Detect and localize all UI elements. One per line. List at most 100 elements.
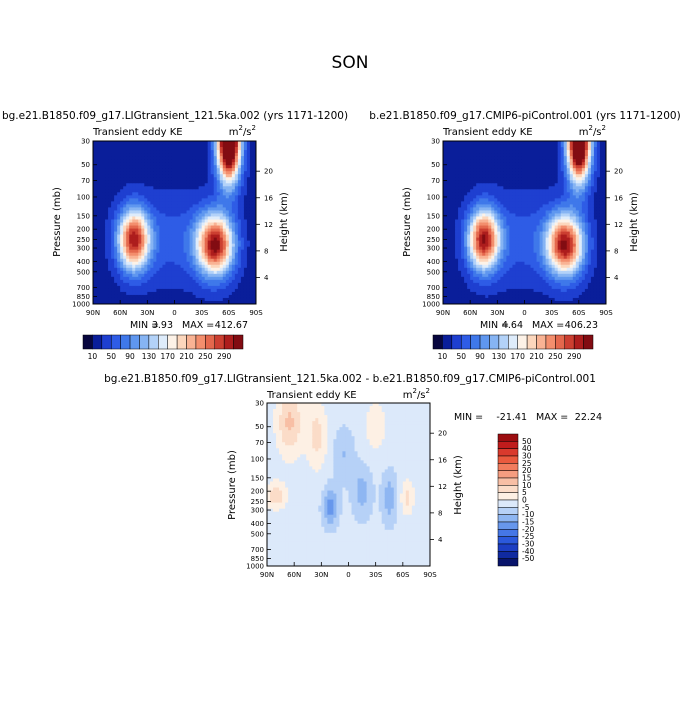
contour-cell	[238, 198, 241, 201]
contour-cell	[528, 174, 531, 177]
contour-cell	[175, 213, 178, 216]
contour-cell	[126, 183, 129, 186]
contour-cell	[473, 283, 476, 286]
contour-cell	[525, 195, 528, 198]
contour-cell	[494, 171, 497, 174]
contour-cell	[165, 204, 168, 207]
contour-cell	[165, 286, 168, 289]
contour-cell	[211, 241, 214, 244]
contour-cell	[141, 298, 144, 301]
contour-cell	[226, 265, 229, 268]
contour-cell	[132, 207, 135, 210]
contour-cell	[202, 204, 205, 207]
contour-cell	[235, 232, 238, 235]
contour-cell	[521, 144, 524, 147]
contour-cell	[150, 262, 153, 265]
contour-cell	[525, 232, 528, 235]
colorbar-label: 170	[161, 352, 176, 361]
contour-cell	[537, 256, 540, 259]
contour-cell	[540, 286, 543, 289]
contour-cell	[479, 189, 482, 192]
contour-cell	[93, 265, 96, 268]
contour-cell	[165, 186, 168, 189]
contour-cell	[144, 165, 147, 168]
contour-cell	[546, 165, 549, 168]
contour-cell	[93, 292, 96, 295]
contour-cell	[250, 286, 253, 289]
contour-cell	[512, 186, 515, 189]
contour-cell	[518, 150, 521, 153]
contour-cell	[525, 165, 528, 168]
contour-cell	[552, 207, 555, 210]
contour-cell	[126, 213, 129, 216]
contour-cell	[105, 180, 108, 183]
contour-cell	[546, 207, 549, 210]
contour-cell	[488, 289, 491, 292]
contour-cell	[120, 244, 123, 247]
contour-cell	[497, 286, 500, 289]
contour-cell	[528, 177, 531, 180]
contour-cell	[503, 283, 506, 286]
contour-cell	[138, 235, 141, 238]
contour-cell	[178, 265, 181, 268]
contour-cell	[190, 144, 193, 147]
contour-cell	[482, 144, 485, 147]
contour-cell	[223, 235, 226, 238]
contour-cell	[175, 198, 178, 201]
contour-cell	[108, 144, 111, 147]
contour-cell	[93, 165, 96, 168]
contour-cell	[159, 280, 162, 283]
contour-cell	[105, 232, 108, 235]
contour-cell	[537, 168, 540, 171]
contour-cell	[132, 223, 135, 226]
contour-cell	[509, 274, 512, 277]
contour-cell	[232, 189, 235, 192]
contour-cell	[214, 186, 217, 189]
contour-cell	[494, 174, 497, 177]
contour-cell	[105, 168, 108, 171]
contour-cell	[512, 147, 515, 150]
contour-cell	[503, 265, 506, 268]
contour-cell	[226, 180, 229, 183]
contour-cell	[120, 256, 123, 259]
contour-cell	[187, 268, 190, 271]
contour-cell	[144, 250, 147, 253]
contour-cell	[549, 283, 552, 286]
contour-cell	[470, 210, 473, 213]
contour-cell	[534, 198, 537, 201]
contour-cell	[232, 168, 235, 171]
contour-cell	[250, 147, 253, 150]
contour-cell	[99, 186, 102, 189]
contour-cell	[217, 247, 220, 250]
contour-cell	[238, 162, 241, 165]
contour-cell	[144, 247, 147, 250]
contour-cell	[479, 235, 482, 238]
contour-cell	[446, 253, 449, 256]
contour-cell	[482, 159, 485, 162]
contour-cell	[138, 153, 141, 156]
contour-cell	[181, 283, 184, 286]
contour-cell	[178, 226, 181, 229]
contour-cell	[552, 183, 555, 186]
contour-cell	[250, 247, 253, 250]
contour-cell	[202, 150, 205, 153]
contour-cell	[512, 219, 515, 222]
contour-cell	[214, 168, 217, 171]
contour-cell	[129, 235, 132, 238]
contour-cell	[509, 144, 512, 147]
contour-cell	[138, 207, 141, 210]
contour-cell	[518, 271, 521, 274]
contour-cell	[485, 277, 488, 280]
contour-cell	[528, 201, 531, 204]
contour-cell	[205, 183, 208, 186]
contour-cell	[156, 219, 159, 222]
contour-cell	[96, 186, 99, 189]
contour-cell	[99, 144, 102, 147]
contour-cell	[117, 180, 120, 183]
contour-cell	[244, 262, 247, 265]
contour-cell	[162, 280, 165, 283]
contour-cell	[244, 268, 247, 271]
contour-cell	[187, 259, 190, 262]
contour-cell	[540, 189, 543, 192]
contour-cell	[528, 165, 531, 168]
